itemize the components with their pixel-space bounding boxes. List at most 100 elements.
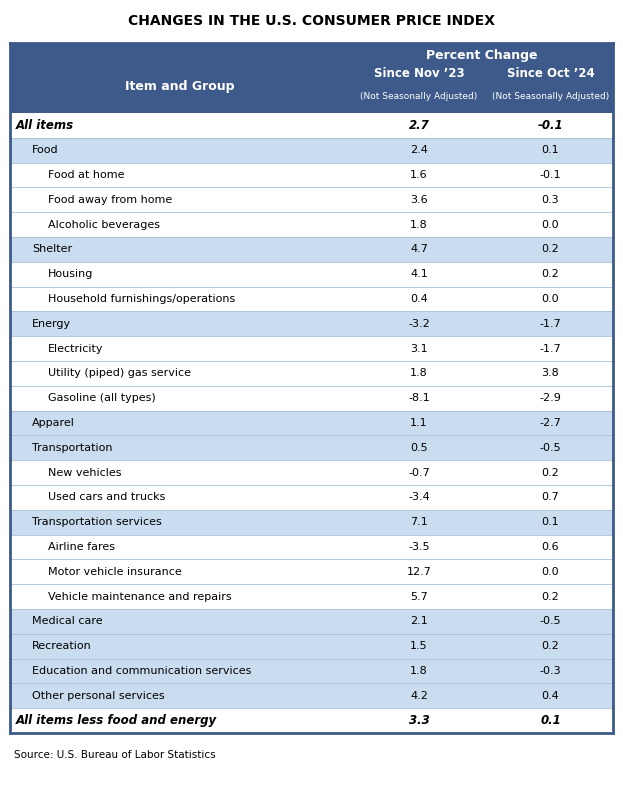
Text: -2.9: -2.9 — [540, 393, 561, 403]
Text: Apparel: Apparel — [32, 418, 75, 428]
Bar — [10, 138, 613, 163]
Text: 12.7: 12.7 — [407, 567, 432, 577]
Text: Recreation: Recreation — [32, 642, 92, 651]
Text: 0.6: 0.6 — [541, 542, 559, 552]
Text: -3.4: -3.4 — [408, 493, 430, 502]
Text: Shelter: Shelter — [32, 244, 72, 255]
Text: Used cars and trucks: Used cars and trucks — [48, 493, 165, 502]
Text: Energy: Energy — [32, 319, 71, 329]
Text: Electricity: Electricity — [48, 343, 103, 354]
Text: 0.2: 0.2 — [541, 642, 559, 651]
Bar — [10, 585, 613, 609]
Text: Housing: Housing — [48, 269, 93, 279]
Text: Item and Group: Item and Group — [125, 80, 235, 93]
Bar — [10, 435, 613, 460]
Bar — [10, 262, 613, 286]
Text: 4.1: 4.1 — [410, 269, 428, 279]
Text: 5.7: 5.7 — [410, 592, 428, 602]
Bar — [10, 336, 613, 361]
Bar — [10, 286, 613, 312]
Text: 3.1: 3.1 — [410, 343, 428, 354]
Text: 1.8: 1.8 — [410, 666, 428, 676]
Text: All items less food and energy: All items less food and energy — [16, 714, 217, 727]
Text: -3.2: -3.2 — [408, 319, 430, 329]
Text: Vehicle maintenance and repairs: Vehicle maintenance and repairs — [48, 592, 232, 602]
Text: -1.7: -1.7 — [540, 343, 561, 354]
Text: Motor vehicle insurance: Motor vehicle insurance — [48, 567, 182, 577]
Text: -0.3: -0.3 — [540, 666, 561, 676]
Text: -0.5: -0.5 — [540, 443, 561, 452]
Text: Transportation services: Transportation services — [32, 517, 162, 527]
Text: 7.1: 7.1 — [410, 517, 428, 527]
Text: 0.1: 0.1 — [541, 146, 559, 155]
Text: Education and communication services: Education and communication services — [32, 666, 251, 676]
Text: -2.7: -2.7 — [540, 418, 561, 428]
Bar — [10, 212, 613, 237]
Text: 0.3: 0.3 — [541, 195, 559, 205]
Text: 0.2: 0.2 — [541, 592, 559, 602]
Text: 0.4: 0.4 — [410, 294, 428, 304]
Text: 0.2: 0.2 — [541, 467, 559, 478]
Text: 1.1: 1.1 — [410, 418, 428, 428]
Text: Since Nov ’23: Since Nov ’23 — [374, 67, 464, 81]
Text: 3.6: 3.6 — [410, 195, 428, 205]
Text: 0.7: 0.7 — [541, 493, 559, 502]
Text: 0.0: 0.0 — [541, 567, 559, 577]
Text: -0.5: -0.5 — [540, 616, 561, 626]
Bar — [10, 634, 613, 659]
Bar — [10, 485, 613, 510]
Bar — [10, 683, 613, 708]
Text: 4.7: 4.7 — [410, 244, 428, 255]
Text: 3.3: 3.3 — [409, 714, 429, 727]
Bar — [10, 43, 613, 113]
Text: New vehicles: New vehicles — [48, 467, 121, 478]
Text: Gasoline (all types): Gasoline (all types) — [48, 393, 156, 403]
Bar — [10, 312, 613, 336]
Text: -0.7: -0.7 — [408, 467, 430, 478]
Bar — [10, 187, 613, 212]
Text: Food away from home: Food away from home — [48, 195, 172, 205]
Bar — [10, 113, 613, 138]
Text: Source: U.S. Bureau of Labor Statistics: Source: U.S. Bureau of Labor Statistics — [14, 750, 216, 760]
Text: Medical care: Medical care — [32, 616, 103, 626]
Text: Transportation: Transportation — [32, 443, 113, 452]
Text: Food at home: Food at home — [48, 170, 125, 180]
Text: Household furnishings/operations: Household furnishings/operations — [48, 294, 235, 304]
Text: 0.1: 0.1 — [541, 517, 559, 527]
Text: 1.8: 1.8 — [410, 369, 428, 378]
Text: -0.1: -0.1 — [538, 119, 563, 132]
Text: -3.5: -3.5 — [408, 542, 430, 552]
Text: 0.0: 0.0 — [541, 220, 559, 229]
Text: -0.1: -0.1 — [540, 170, 561, 180]
Bar — [10, 163, 613, 187]
Text: Food: Food — [32, 146, 59, 155]
Text: 1.6: 1.6 — [410, 170, 428, 180]
Text: 0.5: 0.5 — [410, 443, 428, 452]
Text: 0.0: 0.0 — [541, 294, 559, 304]
Text: 4.2: 4.2 — [410, 691, 428, 701]
Bar — [10, 659, 613, 683]
Text: 0.1: 0.1 — [540, 714, 561, 727]
Text: (Not Seasonally Adjusted): (Not Seasonally Adjusted) — [360, 92, 478, 100]
Bar — [10, 559, 613, 585]
Text: Alcoholic beverages: Alcoholic beverages — [48, 220, 160, 229]
Text: 1.8: 1.8 — [410, 220, 428, 229]
Text: Utility (piped) gas service: Utility (piped) gas service — [48, 369, 191, 378]
Text: Percent Change: Percent Change — [426, 49, 537, 62]
Text: 2.7: 2.7 — [409, 119, 429, 132]
Text: CHANGES IN THE U.S. CONSUMER PRICE INDEX: CHANGES IN THE U.S. CONSUMER PRICE INDEX — [128, 14, 495, 28]
Text: 2.4: 2.4 — [410, 146, 428, 155]
Text: 0.4: 0.4 — [541, 691, 559, 701]
Text: 0.2: 0.2 — [541, 269, 559, 279]
Bar — [10, 386, 613, 411]
Text: 1.5: 1.5 — [410, 642, 428, 651]
Text: Other personal services: Other personal services — [32, 691, 164, 701]
Bar — [10, 411, 613, 435]
Text: Since Oct ’24: Since Oct ’24 — [506, 67, 594, 81]
Text: 3.8: 3.8 — [541, 369, 559, 378]
Text: All items: All items — [16, 119, 74, 132]
Bar — [10, 609, 613, 634]
Bar — [10, 460, 613, 485]
Text: Airline fares: Airline fares — [48, 542, 115, 552]
Text: 2.1: 2.1 — [410, 616, 428, 626]
